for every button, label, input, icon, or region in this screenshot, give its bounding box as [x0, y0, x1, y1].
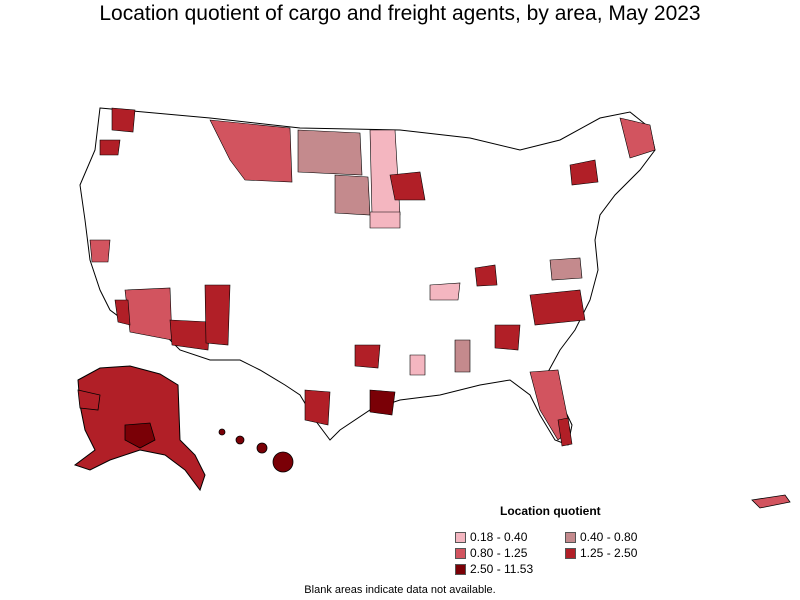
legend-item-4: 1.25 - 2.50 — [565, 546, 637, 560]
puerto-rico — [751, 494, 791, 509]
area-north-dakota — [297, 129, 363, 176]
hawaii-island-kauai — [218, 428, 226, 436]
area-carolinas — [529, 289, 586, 326]
area-arizona-south — [169, 319, 211, 351]
legend-item-3: 0.80 - 1.25 — [455, 546, 527, 560]
area-oregon-coast — [99, 139, 121, 156]
area-california-central — [89, 239, 111, 263]
legend-label: 0.80 - 1.25 — [470, 546, 528, 560]
legend-swatch — [455, 547, 466, 559]
legend-swatch — [565, 531, 576, 543]
area-georgia — [494, 324, 521, 351]
legend-title: Location quotient — [500, 504, 601, 518]
area-louisiana — [409, 354, 426, 376]
area-arizona — [124, 287, 173, 341]
legend-item-2: 0.40 - 0.80 — [565, 530, 637, 544]
map-title: Location quotient of cargo and freight a… — [99, 2, 701, 25]
hawaii-island-big — [272, 451, 294, 473]
area-texas-gulf — [304, 389, 331, 426]
alaska-dark-subregion — [124, 422, 156, 449]
area-iowa — [369, 211, 401, 229]
area-virginia — [549, 257, 583, 281]
area-texas-houston — [369, 389, 396, 416]
alaska-west-subregion — [77, 389, 101, 411]
legend-swatch — [455, 531, 466, 543]
area-texas-east — [354, 344, 381, 369]
area-florida-south — [557, 417, 573, 447]
hawaii-island-maui — [256, 442, 268, 454]
legend-swatch — [565, 547, 576, 559]
area-ohio-valley — [474, 264, 498, 287]
area-new-york — [569, 159, 599, 186]
area-wisconsin — [389, 171, 426, 201]
legend-label: 0.18 - 0.40 — [470, 530, 528, 544]
area-alabama — [454, 339, 471, 373]
area-kentucky — [429, 282, 461, 301]
legend-label: 0.40 - 0.80 — [580, 530, 638, 544]
area-california-south — [114, 299, 131, 326]
hawaii-island-oahu — [235, 435, 245, 445]
legend-item-1: 0.18 - 0.40 — [455, 530, 527, 544]
legend-swatch — [455, 563, 466, 575]
area-minnesota — [369, 129, 401, 216]
hawaii-islands — [218, 428, 294, 473]
area-montana-west — [209, 119, 293, 183]
area-new-mexico — [204, 284, 231, 346]
area-maine — [619, 117, 656, 159]
footnote: Blank areas indicate data not available. — [304, 584, 496, 596]
legend-item-5: 2.50 - 11.53 — [455, 562, 533, 576]
legend-label: 2.50 - 11.53 — [470, 562, 534, 576]
area-regions — [89, 107, 656, 447]
legend-label: 1.25 - 2.50 — [580, 546, 638, 560]
area-washington — [111, 107, 136, 133]
area-south-dakota-east — [334, 174, 371, 216]
